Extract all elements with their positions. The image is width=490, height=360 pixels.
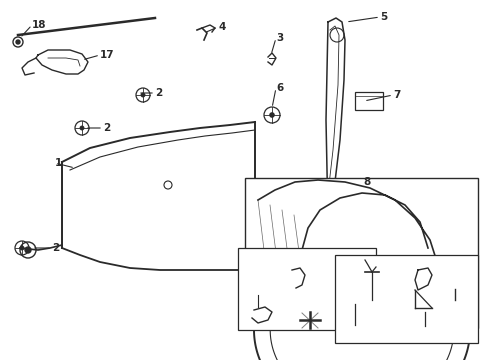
- Text: 15: 15: [442, 295, 457, 305]
- Text: 2: 2: [52, 243, 59, 253]
- Text: 17: 17: [100, 50, 115, 60]
- Text: 18: 18: [32, 20, 47, 30]
- Text: 13: 13: [287, 255, 301, 265]
- Text: 5: 5: [380, 12, 387, 22]
- Text: 3: 3: [276, 33, 283, 43]
- Text: 14: 14: [435, 255, 450, 265]
- Circle shape: [20, 246, 25, 251]
- Text: 12: 12: [376, 271, 391, 281]
- Text: 4: 4: [218, 22, 225, 32]
- Text: 16: 16: [460, 265, 474, 275]
- Bar: [335, 255, 478, 343]
- Circle shape: [421, 326, 429, 334]
- Circle shape: [79, 126, 84, 130]
- Circle shape: [16, 40, 20, 44]
- Bar: [355, 92, 383, 110]
- Text: 1: 1: [55, 158, 62, 168]
- Circle shape: [141, 93, 146, 98]
- Text: 10: 10: [252, 288, 267, 298]
- Circle shape: [269, 112, 275, 118]
- Text: 6: 6: [276, 83, 283, 93]
- Circle shape: [353, 296, 357, 300]
- Bar: [238, 248, 376, 330]
- Text: 7: 7: [393, 90, 400, 100]
- Text: 2: 2: [155, 88, 162, 98]
- Text: 8: 8: [363, 177, 370, 187]
- Bar: [245, 178, 478, 328]
- Text: 2: 2: [103, 123, 110, 133]
- Text: 9: 9: [352, 277, 359, 287]
- Circle shape: [25, 247, 31, 253]
- Text: 11: 11: [308, 297, 322, 307]
